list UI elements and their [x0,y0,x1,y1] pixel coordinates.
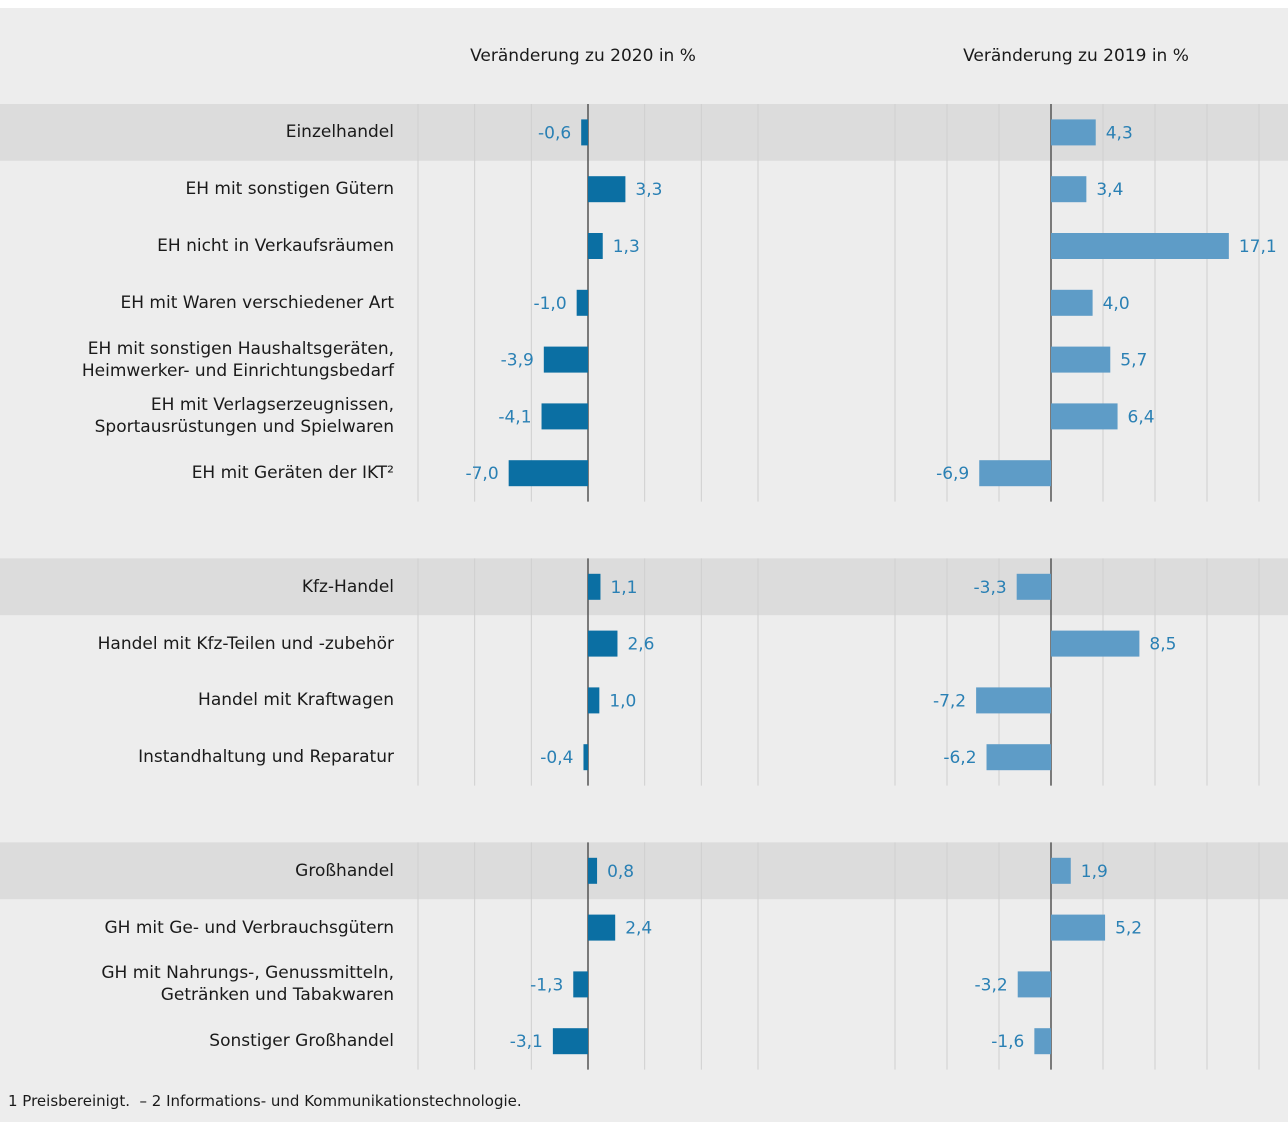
bar [581,119,588,146]
value-label: -6,9 [936,464,969,484]
value-label: 6,4 [1128,407,1155,427]
bar [1051,176,1087,203]
value-label: 5,2 [1115,919,1142,939]
value-label: 8,5 [1149,635,1176,655]
value-label: 17,1 [1239,237,1277,257]
category-label: EH mit Waren verschiedener Art [120,292,394,313]
bar [543,346,588,373]
bar [588,573,601,600]
value-label: 2,4 [625,919,652,939]
row-band [0,558,1288,616]
value-label: -0,4 [540,748,573,768]
value-label: -3,9 [501,351,534,371]
bar [588,914,616,941]
value-label: -1,3 [530,975,563,995]
category-label: EH mit Geräten der IKT² [191,463,394,484]
value-label: -7,2 [933,691,966,711]
bar [573,971,588,998]
category-label: EH mit sonstigen Haushaltsgeräten, Heimw… [81,338,394,381]
panel-title: Veränderung zu 2020 in % [470,46,696,66]
value-label: -3,1 [510,1032,543,1052]
bar [986,744,1051,771]
bar [1051,630,1140,657]
value-label: 4,0 [1103,294,1130,314]
value-label: 1,1 [610,578,637,598]
bar [588,857,598,884]
bar [1051,346,1111,373]
value-label: -3,3 [974,578,1007,598]
bar [588,687,600,714]
bar [976,687,1051,714]
value-label: -4,1 [498,407,531,427]
bar [588,233,603,259]
bar [552,1028,588,1055]
bar [541,403,588,430]
bar [583,744,588,771]
bar [1017,971,1051,998]
category-label: Handel mit Kraftwagen [198,690,394,711]
bar [1051,119,1096,146]
footnote: 1 Preisbereinigt. – 2 Informations- und … [8,1092,522,1110]
value-label: -0,6 [538,123,571,143]
value-label: 1,9 [1081,862,1108,882]
value-label: -6,2 [943,748,976,768]
bar [1034,1028,1051,1055]
bar [1051,914,1106,941]
bar [576,289,588,316]
panel-title: Veränderung zu 2019 in % [963,46,1189,66]
category-label: EH mit sonstigen Gütern [185,179,394,200]
bar [1016,573,1051,600]
value-label: 1,0 [609,691,636,711]
bar [588,176,626,203]
category-label: Großhandel [295,860,394,881]
value-label: 0,8 [607,862,634,882]
value-label: 1,3 [613,237,640,257]
value-label: -1,0 [533,294,566,314]
category-label: Instandhaltung und Reparatur [138,747,394,768]
value-label: 5,7 [1120,351,1147,371]
bar [508,460,588,487]
category-label: GH mit Nahrungs-, Genussmitteln, Getränk… [101,963,394,1006]
bar [1051,403,1118,430]
category-label: GH mit Ge- und Verbrauchsgütern [104,917,395,938]
category-label: Einzelhandel [285,122,394,143]
bar [588,630,618,657]
category-label: EH mit Verlagserzeugnissen, Sportausrüst… [94,395,394,438]
value-label: -1,6 [991,1032,1024,1052]
bar [1051,233,1229,259]
category-label: Kfz-Handel [301,576,394,597]
value-label: -3,2 [975,975,1008,995]
value-label: 4,3 [1106,123,1133,143]
value-label: 3,4 [1096,180,1123,200]
value-label: -7,0 [465,464,498,484]
bar [1051,289,1093,316]
category-label: Handel mit Kfz-Teilen und -zubehör [97,633,394,654]
row-band [0,842,1288,900]
category-label: Sonstiger Großhandel [209,1031,394,1052]
bar [1051,857,1071,884]
value-label: 3,3 [635,180,662,200]
bar [979,460,1051,487]
value-label: 2,6 [627,635,654,655]
category-label: EH nicht in Verkaufsräumen [157,236,394,256]
